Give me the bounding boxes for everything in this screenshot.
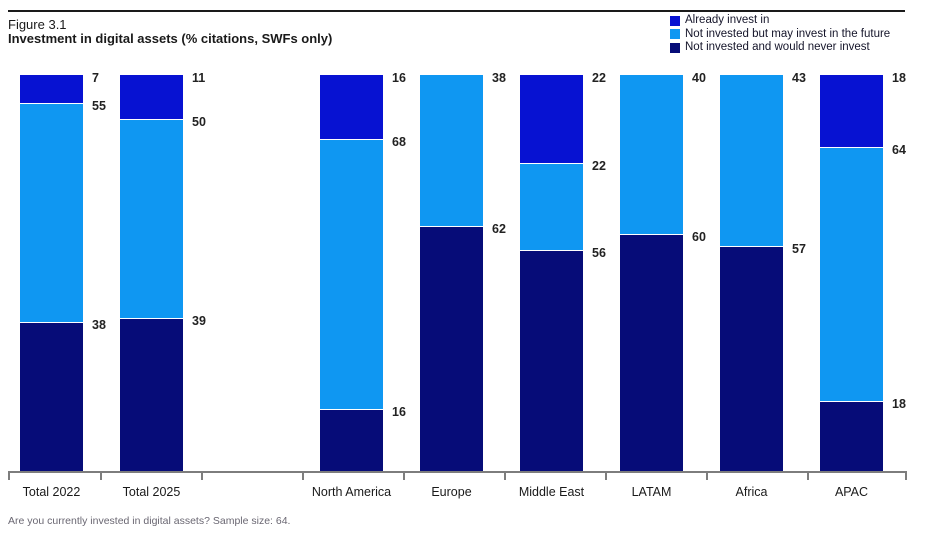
bar-segment [520, 162, 583, 251]
bar-segment [120, 118, 183, 318]
bar-segment [620, 75, 683, 235]
axis-tick [706, 471, 708, 480]
bar-segment [820, 146, 883, 402]
axis-tick [201, 471, 203, 480]
legend-swatch-icon [670, 15, 680, 26]
legend-item: Not invested and would never invest [670, 41, 890, 55]
bar-segment [820, 75, 883, 147]
axis-tick [905, 471, 907, 480]
bar-segment [320, 138, 383, 410]
figure-title: Investment in digital assets (% citation… [8, 31, 333, 46]
legend-label: Already invest in [685, 14, 770, 26]
legend-swatch-icon [670, 29, 680, 40]
bar-segment [20, 321, 83, 473]
legend-item: Not invested but may invest in the futur… [670, 28, 890, 42]
segment-value-label: 40 [692, 71, 706, 85]
chart-legend: Already invest in Not invested but may in… [670, 14, 890, 55]
category-label: Africa [735, 485, 768, 499]
category-label: Europe [431, 485, 472, 499]
segment-value-label: 62 [492, 222, 506, 237]
axis-tick [504, 471, 506, 480]
bar-segment [520, 75, 583, 163]
segment-value-label: 22 [592, 71, 606, 85]
axis-tick [403, 471, 405, 480]
top-rule [8, 10, 905, 12]
axis-tick [8, 471, 10, 480]
bar-segment [720, 246, 783, 473]
segment-value-label: 18 [892, 397, 906, 412]
segment-value-label: 50 [192, 114, 206, 129]
legend-swatch-icon [670, 42, 680, 53]
category-label: LATAM [631, 485, 672, 499]
segment-value-label: 39 [192, 313, 206, 328]
segment-value-label: 7 [92, 71, 99, 85]
axis-tick [302, 471, 304, 480]
segment-value-label: 16 [392, 405, 406, 420]
category-label: APAC [834, 485, 869, 499]
bar-segment [320, 75, 383, 139]
segment-value-label: 68 [392, 134, 406, 149]
segment-value-label: 60 [692, 230, 706, 245]
category-label: North America [311, 485, 392, 499]
bar-segment [120, 317, 183, 473]
segment-value-label: 22 [592, 158, 606, 173]
bar-segment [320, 409, 383, 473]
segment-value-label: 56 [592, 246, 606, 261]
axis-tick [100, 471, 102, 480]
legend-label: Not invested and would never invest [685, 41, 870, 53]
legend-label: Not invested but may invest in the futur… [685, 27, 891, 40]
bar-segment [120, 75, 183, 119]
bar-segment [420, 226, 483, 473]
bar-segment [620, 234, 683, 473]
bar-segment [20, 102, 83, 322]
bar-segment [20, 75, 83, 103]
segment-value-label: 64 [892, 142, 906, 157]
segment-value-label: 43 [792, 71, 806, 85]
axis-tick [807, 471, 809, 480]
x-axis-line [8, 471, 905, 473]
segment-value-label: 16 [392, 71, 406, 85]
bar-segment [420, 75, 483, 227]
segment-value-label: 55 [92, 98, 106, 113]
bar-segment [520, 250, 583, 473]
bar-segment [720, 75, 783, 247]
category-label: Middle East [518, 485, 585, 499]
segment-value-label: 38 [492, 71, 506, 85]
figure-number: Figure 3.1 [8, 17, 67, 32]
category-label: Total 2022 [22, 485, 81, 499]
category-label: Total 2025 [122, 485, 181, 499]
segment-value-label: 18 [892, 71, 906, 85]
axis-tick [605, 471, 607, 480]
segment-value-label: 38 [92, 317, 106, 332]
chart-footnote: Are you currently invested in digital as… [8, 515, 291, 527]
segment-value-label: 11 [192, 71, 206, 85]
bar-segment [820, 401, 883, 473]
legend-item: Already invest in [670, 14, 890, 28]
segment-value-label: 57 [792, 242, 806, 257]
